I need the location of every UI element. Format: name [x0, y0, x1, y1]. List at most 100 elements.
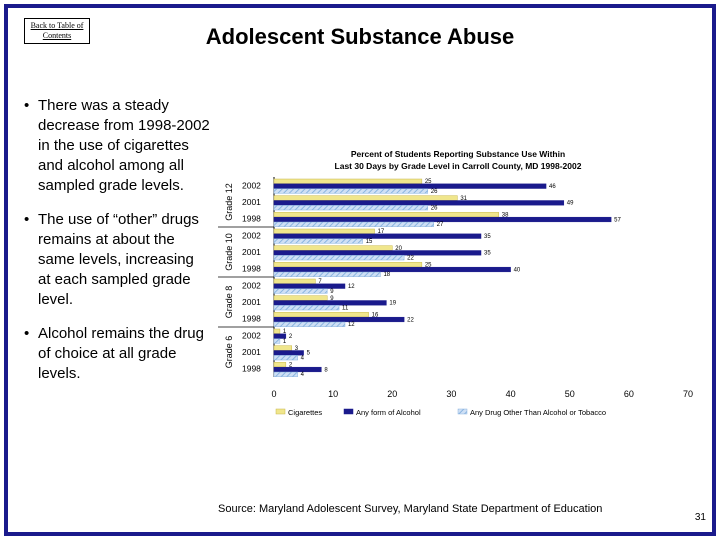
data-label: 15: [366, 239, 373, 245]
data-label: 16: [372, 312, 379, 318]
data-label: 25: [425, 262, 432, 268]
data-label: 3: [295, 346, 299, 352]
x-tick-label: 30: [446, 389, 456, 399]
page-number: 31: [694, 512, 706, 523]
source-note: Source: Maryland Adolescent Survey, Mary…: [218, 503, 603, 515]
x-tick-label: 0: [271, 389, 276, 399]
bullet-icon: •: [24, 211, 30, 228]
data-label: 26: [431, 206, 438, 212]
chart-svg: Percent of Students Reporting Substance …: [218, 149, 693, 417]
back-to-contents-link[interactable]: Back to Table of Contents: [24, 18, 90, 44]
x-tick-label: 40: [506, 389, 516, 399]
data-label: 1: [283, 329, 287, 335]
data-label: 31: [460, 196, 467, 202]
bullet-item: • The use of “other” drugs remains at abo…: [20, 210, 210, 310]
data-label: 8: [324, 367, 328, 373]
grade-label: Grade 6: [224, 336, 234, 369]
data-label: 7: [318, 279, 322, 285]
grade-label: Grade 12: [224, 183, 234, 221]
legend-label: Any Drug Other Than Alcohol or Tobacco: [470, 408, 606, 417]
bullet-text: There was a steady decrease from 1998-20…: [38, 97, 210, 194]
data-label: 49: [567, 201, 574, 207]
x-tick-label: 50: [565, 389, 575, 399]
legend-swatch-other: [457, 408, 468, 415]
bar-cigarettes: [273, 278, 316, 284]
data-label: 12: [348, 284, 355, 290]
data-label: 26: [431, 189, 438, 195]
data-label: 38: [502, 212, 509, 218]
bullet-text: The use of “other” drugs remains at abou…: [38, 211, 199, 308]
bar-other: [273, 188, 429, 194]
data-label: 2: [289, 362, 293, 368]
data-label: 57: [614, 217, 621, 223]
year-label: 2001: [242, 197, 261, 207]
bar-other: [273, 355, 298, 361]
bar-alcohol: [273, 183, 547, 189]
legend-label: Any form of Alcohol: [356, 408, 421, 417]
bar-alcohol: [273, 266, 511, 273]
year-label: 1998: [242, 214, 261, 224]
page-title: Adolescent Substance Abuse: [205, 24, 515, 49]
bar-cigarettes: [273, 178, 423, 184]
bar-cigarettes: [273, 262, 423, 268]
legend-swatch-cigarettes: [275, 408, 286, 415]
bullet-item: • Alcohol remains the drug of choice at a…: [20, 324, 210, 384]
bar-alcohol: [273, 300, 387, 306]
data-label: 9: [330, 296, 334, 302]
data-label: 5: [307, 351, 311, 357]
bar-cigarettes: [273, 295, 328, 301]
bar-cigarettes: [273, 245, 393, 251]
data-label: 2: [289, 334, 293, 340]
legend-label: Cigarettes: [288, 408, 322, 417]
bar-alcohol: [273, 283, 346, 289]
x-tick-label: 20: [387, 389, 397, 399]
bar-cigarettes: [273, 345, 292, 351]
year-label: 1998: [242, 264, 261, 274]
data-label: 9: [330, 289, 334, 295]
bar-cigarettes: [273, 328, 281, 334]
data-label: 18: [383, 272, 390, 278]
year-label: 2001: [242, 347, 261, 357]
bar-cigarettes: [273, 312, 369, 318]
data-label: 17: [378, 229, 385, 235]
bar-alcohol: [273, 366, 322, 373]
bar-cigarettes: [273, 212, 499, 218]
year-label: 2002: [242, 330, 261, 340]
data-label: 35: [484, 251, 491, 257]
year-label: 2001: [242, 247, 261, 257]
data-label: 1: [283, 339, 287, 345]
bar-other: [273, 255, 405, 261]
data-label: 4: [301, 356, 305, 362]
bar-other: [273, 221, 434, 227]
year-label: 1998: [242, 364, 261, 374]
chart-title-line: Last 30 Days by Grade Level in Carroll C…: [335, 161, 582, 171]
x-tick-label: 70: [683, 389, 693, 399]
bar-other: [273, 305, 340, 311]
bar-alcohol: [273, 216, 612, 223]
chart-title-line: Percent of Students Reporting Substance …: [351, 149, 565, 159]
bar-other: [273, 288, 328, 294]
bar-alcohol: [273, 350, 304, 356]
year-label: 2001: [242, 297, 261, 307]
data-label: 4: [301, 372, 305, 378]
grade-label: Grade 10: [224, 233, 234, 271]
bar-other: [273, 205, 429, 211]
bullet-list: • There was a steady decrease from 1998-2…: [20, 96, 210, 398]
data-label: 20: [395, 246, 402, 252]
data-label: 11: [342, 306, 349, 312]
bar-cigarettes: [273, 195, 458, 201]
bar-other: [273, 321, 346, 327]
legend-swatch-alcohol: [343, 408, 354, 415]
bar-cigarettes: [273, 362, 287, 368]
bar-alcohol: [273, 316, 405, 323]
data-label: 25: [425, 179, 432, 185]
bullet-item: • There was a steady decrease from 1998-2…: [20, 96, 210, 196]
data-label: 40: [514, 267, 521, 273]
data-label: 22: [407, 317, 414, 323]
year-label: 2002: [242, 230, 261, 240]
data-label: 27: [437, 222, 444, 228]
bar-other: [273, 338, 281, 344]
x-tick-label: 60: [624, 389, 634, 399]
year-label: 2002: [242, 280, 261, 290]
bar-alcohol: [273, 250, 482, 256]
